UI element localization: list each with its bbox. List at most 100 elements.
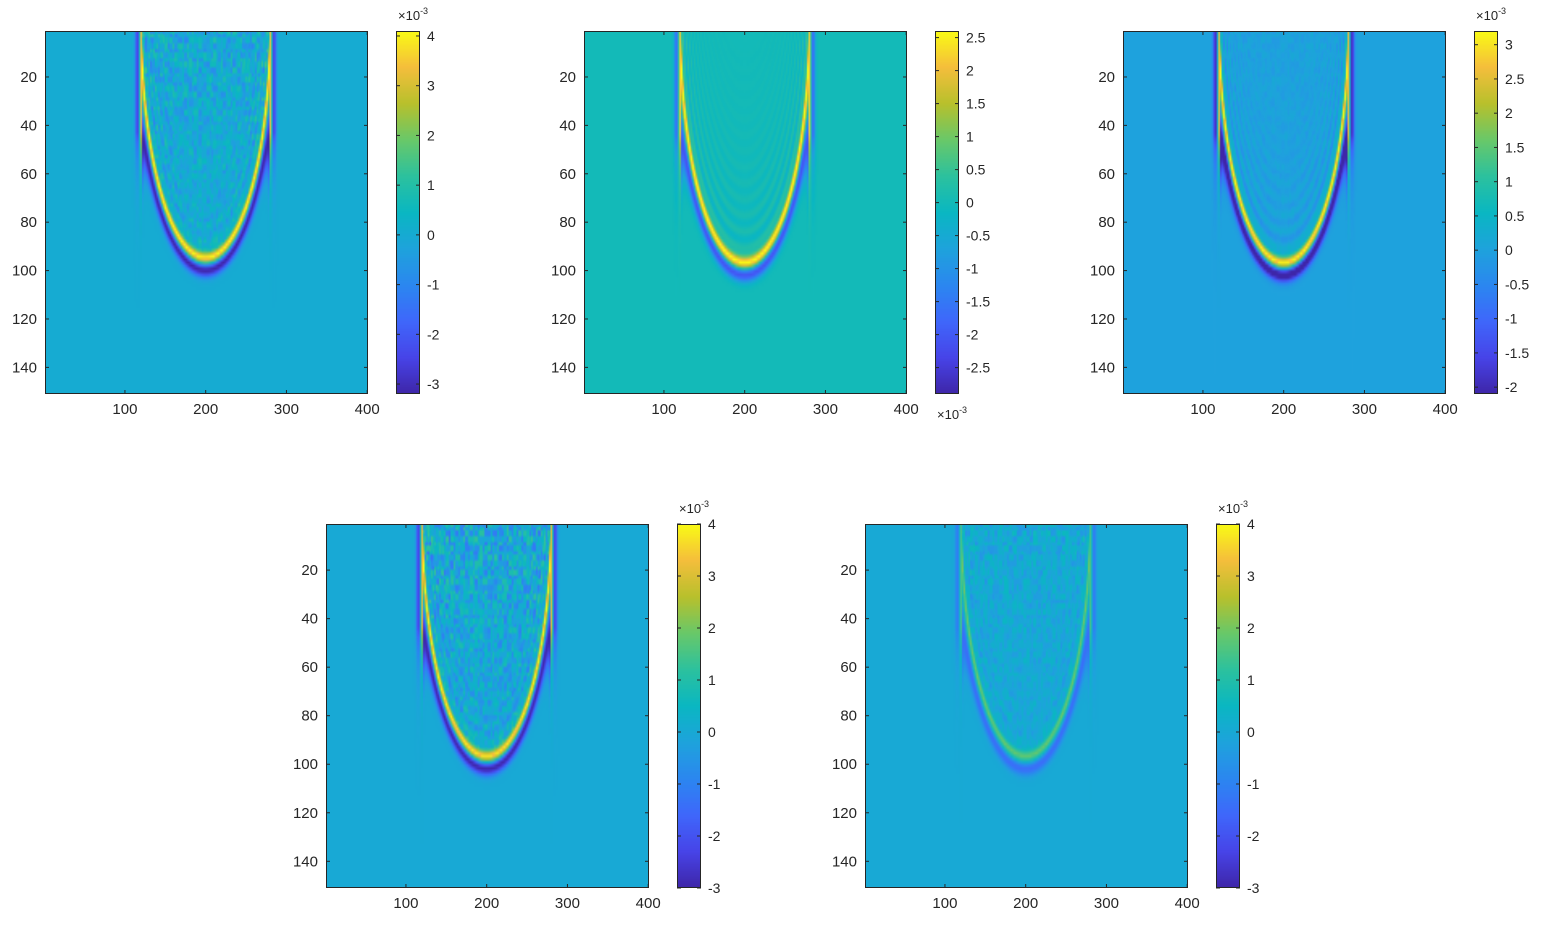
colorbar-box — [677, 524, 701, 888]
heatmap-image — [584, 31, 907, 394]
heatmap-image — [45, 31, 368, 394]
colorbar-tick-label: -1 — [1505, 311, 1518, 327]
x-tick-label: 400 — [636, 895, 661, 912]
panel-3: 100 200 300 40020406080100120140-2-1.5-1-0.… — [1090, 6, 1529, 418]
y-tick-label: 120 — [551, 311, 576, 328]
y-tick-label: 120 — [12, 311, 37, 328]
colorbar-tick-label: -2 — [1247, 828, 1260, 844]
colorbar-tick-label: -2 — [708, 828, 721, 844]
y-tick-label: 140 — [1090, 359, 1115, 376]
x-tick-label: 100 — [112, 401, 137, 418]
y-tick-label: 60 — [1098, 166, 1115, 183]
colorbar-tick-label: 4 — [1247, 516, 1255, 532]
y-tick-label: 140 — [12, 359, 37, 376]
y-tick-label: 20 — [1098, 69, 1115, 86]
y-tick-label: 60 — [301, 659, 318, 676]
axes-box — [45, 31, 368, 394]
colorbar-tick-label: -2.5 — [966, 360, 990, 376]
heatmap-image — [1123, 31, 1446, 394]
y-tick-label: 100 — [832, 756, 857, 773]
colorbar-exponent-label: ×10-3 — [1218, 499, 1248, 516]
x-tick-label: 100 — [932, 895, 957, 912]
colorbar-tick-label: -1 — [708, 776, 721, 792]
colorbar-tick-label: -0.5 — [966, 228, 990, 244]
colorbar-tick-label: 0 — [1247, 724, 1255, 740]
colorbar-tick-label: 1 — [708, 672, 716, 688]
colorbar-tick-label: -1.5 — [966, 294, 990, 310]
exponent-power: -3 — [701, 499, 709, 509]
colorbar-tick-label: 4 — [708, 516, 716, 532]
y-tick-label: 60 — [840, 659, 857, 676]
x-tick-label: 200 — [1013, 895, 1038, 912]
colorbar-tick-label: 2 — [708, 620, 716, 636]
y-tick-label: 20 — [301, 562, 318, 579]
y-tick-label: 120 — [832, 805, 857, 822]
colorbar-tick-label: 1 — [1505, 174, 1513, 190]
y-tick-label: 80 — [301, 708, 318, 725]
y-tick-label: 80 — [20, 214, 37, 231]
colorbar-exponent-label: ×10-3 — [679, 499, 709, 516]
axes-box — [326, 524, 649, 888]
x-tick-label: 100 — [651, 401, 676, 418]
axes-box — [584, 31, 907, 394]
axes-box — [865, 524, 1188, 888]
colorbar-tick-label: 2.5 — [966, 30, 986, 46]
colorbar-tick-label: 0 — [427, 227, 435, 243]
exponent-base: ×10 — [1218, 501, 1240, 516]
heatmap-image — [326, 524, 649, 888]
x-tick-label: 200 — [193, 401, 218, 418]
y-tick-label: 80 — [559, 214, 576, 231]
y-tick-label: 100 — [12, 263, 37, 280]
x-tick-label: 300 — [1352, 401, 1377, 418]
y-tick-label: 120 — [1090, 311, 1115, 328]
colorbar-tick-label: -3 — [708, 880, 721, 896]
colorbar-tick-label: 0.5 — [966, 162, 986, 178]
colorbar-tick-label: 1.5 — [966, 96, 986, 112]
x-tick-label: 400 — [894, 401, 919, 418]
colorbar-tick-label: -3 — [427, 376, 440, 392]
colorbar-tick-label: 0.5 — [1505, 208, 1525, 224]
y-tick-label: 80 — [1098, 214, 1115, 231]
colorbar-tick-label: -1 — [1247, 776, 1260, 792]
y-tick-label: 100 — [551, 263, 576, 280]
colorbar-gradient — [396, 31, 420, 394]
y-tick-label: 140 — [293, 853, 318, 870]
x-tick-label: 300 — [274, 401, 299, 418]
y-tick-label: 140 — [832, 853, 857, 870]
heatmap-image — [865, 524, 1188, 888]
colorbar-tick-label: 0 — [966, 195, 974, 211]
exponent-power: -3 — [959, 405, 967, 415]
colorbar-box — [1474, 31, 1498, 394]
y-tick-label: 20 — [20, 69, 37, 86]
y-tick-label: 100 — [293, 756, 318, 773]
colorbar: -2 -1.5 -1 -0.5 0 0.5 1 1.5 2 2.5 3 ×10-3 — [1474, 6, 1529, 395]
colorbar-box — [935, 31, 959, 394]
exponent-base: ×10 — [1476, 8, 1498, 23]
x-tick-label: 100 — [1190, 401, 1215, 418]
x-tick-label: 400 — [355, 401, 380, 418]
y-tick-label: 80 — [840, 708, 857, 725]
colorbar-tick-label: 4 — [427, 28, 435, 44]
exponent-base: ×10 — [937, 407, 959, 422]
y-tick-label: 40 — [559, 117, 576, 134]
x-tick-label: 400 — [1175, 895, 1200, 912]
colorbar-tick-label: -1.5 — [1505, 345, 1529, 361]
y-tick-label: 40 — [301, 611, 318, 628]
y-tick-label: 120 — [293, 805, 318, 822]
y-tick-label: 20 — [840, 562, 857, 579]
colorbar-tick-label: 3 — [427, 78, 435, 94]
y-tick-label: 60 — [20, 166, 37, 183]
colorbar-tick-label: 3 — [1247, 568, 1255, 584]
colorbar-tick-label: 2 — [1505, 105, 1513, 121]
x-tick-label: 200 — [732, 401, 757, 418]
panel-5: 100 200 300 400 20 40 60 80 100 120 140 -3 -2 -1 0 1 2 3 4… — [832, 499, 1260, 912]
colorbar-tick-label: 1 — [427, 177, 435, 193]
colorbar-tick-label: 2 — [427, 127, 435, 143]
panel-1: 100 200 300 400 20 40 60 80 100 120 140 -3 -2 -1 0 1 2 3 4… — [12, 6, 440, 418]
y-tick-label: 40 — [840, 611, 857, 628]
colorbar-gradient — [1474, 31, 1498, 394]
